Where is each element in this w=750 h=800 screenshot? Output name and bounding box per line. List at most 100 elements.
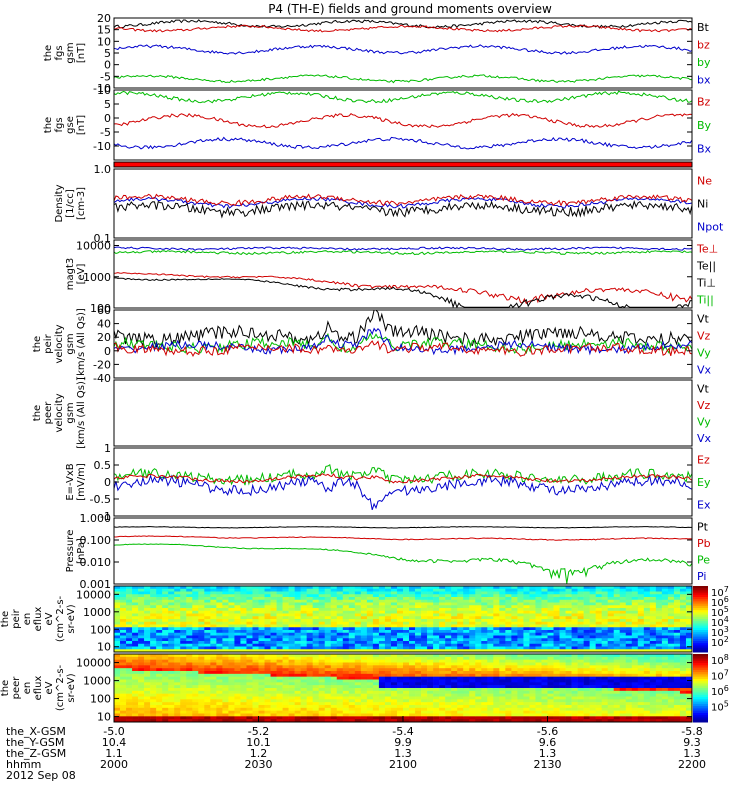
spec-cell <box>120 710 127 714</box>
spec-cell <box>469 591 476 595</box>
spec-cell <box>378 716 386 720</box>
spec-cell <box>427 696 434 700</box>
spec-cell <box>264 676 271 680</box>
spec-cell <box>667 646 675 650</box>
spec-cell <box>415 613 422 617</box>
spec-cell <box>390 665 398 669</box>
spec-cell <box>541 641 548 645</box>
spec-cell <box>421 616 428 620</box>
spec-cell <box>180 610 187 614</box>
spec-cell <box>415 654 422 658</box>
spec-cell <box>595 673 602 677</box>
spec-cell <box>433 608 440 612</box>
spec-cell <box>643 599 651 603</box>
spec-cell <box>240 682 247 686</box>
spec-cell <box>505 586 512 590</box>
spec-cell <box>505 699 512 703</box>
spec-cell <box>252 610 259 614</box>
spec-cell <box>547 671 554 675</box>
spec-cell <box>577 638 584 642</box>
spec-cell <box>427 679 434 683</box>
spec-cell <box>487 643 494 647</box>
spec-cell <box>384 646 392 650</box>
spec-cell <box>312 594 320 598</box>
spec-cell <box>120 671 127 675</box>
spec-cell <box>144 621 151 625</box>
spec-cell <box>252 621 259 625</box>
spec-cell <box>366 659 374 663</box>
spec-cell <box>481 690 488 694</box>
spec-cell <box>613 702 621 706</box>
spec-cell <box>427 699 434 703</box>
spec-cell <box>487 707 494 711</box>
spec-cell <box>252 716 259 720</box>
spec-cell <box>306 624 313 628</box>
spec-cell <box>390 662 398 666</box>
spec-cell <box>649 685 657 689</box>
spec-cell <box>595 649 602 653</box>
spec-cell <box>415 713 422 717</box>
spec-cell <box>607 591 615 595</box>
spec-cell <box>168 665 175 669</box>
spec-cell <box>625 649 633 653</box>
spec-cell <box>643 632 651 636</box>
spec-cell <box>282 588 289 592</box>
spec-cell <box>445 649 452 653</box>
spec-cell <box>288 713 295 717</box>
spec-cell <box>457 643 464 647</box>
spec-cell <box>481 638 488 642</box>
spec-cell <box>366 705 374 709</box>
spec-cell <box>162 716 169 720</box>
spec-cell <box>126 676 133 680</box>
spec-cell <box>372 627 380 631</box>
spec-cell <box>613 693 621 697</box>
spec-cell <box>631 643 639 647</box>
spec-cell <box>114 682 121 686</box>
spec-cell <box>637 671 645 675</box>
spec-cell <box>523 682 530 686</box>
spec-cell <box>270 673 277 677</box>
spec-cell <box>360 599 368 603</box>
spec-cell <box>318 656 326 660</box>
spec-cell <box>601 699 609 703</box>
spec-cell <box>384 599 392 603</box>
spec-cell <box>252 597 259 601</box>
spec-cell <box>390 624 398 628</box>
spec-cell <box>553 586 560 590</box>
spec-cell <box>258 713 265 717</box>
spec-cell <box>637 599 645 603</box>
spec-cell <box>493 676 500 680</box>
spec-cell <box>601 713 609 717</box>
spec-cell <box>174 613 181 617</box>
spec-cell <box>595 665 602 669</box>
spec-cell <box>439 632 446 636</box>
spec-cell <box>457 586 464 590</box>
spec-cell <box>162 632 169 636</box>
spec-cell <box>396 705 404 709</box>
spec-cell <box>180 649 187 653</box>
spec-cell <box>559 632 566 636</box>
spec-cell <box>174 668 181 672</box>
spec-cell <box>306 668 313 672</box>
spec-cell <box>138 630 145 634</box>
spec-cell <box>396 646 404 650</box>
spec-cell <box>433 719 440 723</box>
spec-cell <box>372 702 380 706</box>
spec-cell <box>324 679 332 683</box>
ytick-label: 100 <box>90 623 111 636</box>
spec-cell <box>451 679 458 683</box>
spec-cell <box>150 716 157 720</box>
spec-cell <box>685 682 693 686</box>
spec-cell <box>475 716 482 720</box>
spec-cell <box>270 671 277 675</box>
spec-cell <box>559 665 566 669</box>
spec-cell <box>336 702 344 706</box>
spec-cell <box>378 635 386 639</box>
spec-cell <box>318 602 326 606</box>
spec-cell <box>276 597 283 601</box>
spec-cell <box>487 682 494 686</box>
spec-cell <box>210 719 217 723</box>
spec-cell <box>655 688 663 692</box>
spec-cell <box>318 690 326 694</box>
colorbar-cell <box>693 712 708 716</box>
